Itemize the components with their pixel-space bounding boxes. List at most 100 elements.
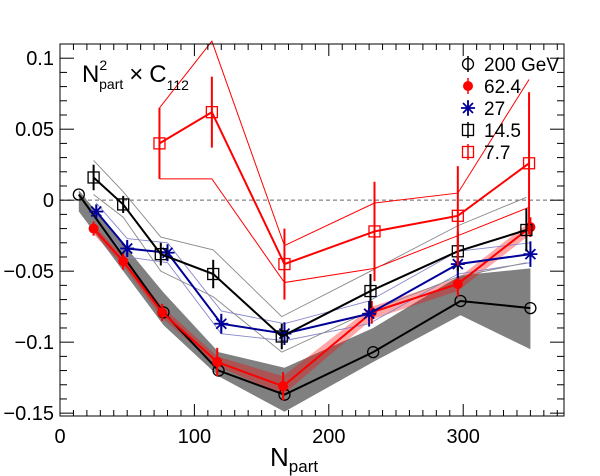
marker <box>364 284 377 298</box>
marker <box>212 357 223 368</box>
marker <box>90 205 102 218</box>
marker <box>205 106 219 119</box>
marker <box>278 257 291 271</box>
y-tick-label: −0.05 <box>3 261 54 283</box>
marker <box>524 301 537 315</box>
y-tick-label: −0.1 <box>15 332 54 354</box>
chart-label-c: C <box>149 61 166 88</box>
data-point <box>278 381 289 392</box>
marker <box>520 223 533 237</box>
legend-label: 14.5 <box>484 121 521 142</box>
y-tick-label: 0 <box>43 190 54 212</box>
data-point <box>368 225 381 238</box>
chart-label-n: N <box>82 61 99 88</box>
data-point <box>461 145 475 159</box>
marker <box>452 278 463 289</box>
marker <box>88 223 99 234</box>
x-tick-label: 200 <box>312 426 345 448</box>
data-point <box>523 247 538 262</box>
marker <box>461 123 475 137</box>
data-point <box>212 357 223 368</box>
chart-label-c-sub: 112 <box>167 77 190 93</box>
data-point <box>87 171 100 184</box>
systematic-upper-line <box>93 160 527 318</box>
data-point <box>362 306 377 321</box>
data-point <box>117 198 130 211</box>
legend-label: 62.4 <box>484 77 521 98</box>
data-point <box>520 223 533 237</box>
chart-label-times: × <box>129 61 143 88</box>
x-tick-label: 300 <box>447 426 480 448</box>
marker <box>154 247 167 261</box>
data-point <box>522 157 536 170</box>
marker <box>215 318 227 330</box>
systematic-upper-line <box>95 202 531 325</box>
data-point <box>524 301 537 315</box>
chart-label-sub: part <box>99 76 123 92</box>
data-point <box>452 278 463 289</box>
y-tick-label: 0.1 <box>26 48 54 70</box>
data-point <box>461 123 475 137</box>
marker <box>117 198 130 211</box>
marker <box>157 307 168 318</box>
axes: 0 100 200 300 0.1 0.05 0 −0.05 −0.1 −0.15 <box>3 44 564 448</box>
marker <box>278 381 289 392</box>
data-point <box>88 223 99 234</box>
data-point <box>214 316 229 331</box>
series-line <box>158 110 530 266</box>
data-point <box>72 188 85 201</box>
systematic-lower-line <box>159 178 530 284</box>
marker <box>367 345 380 359</box>
data-point <box>205 106 219 119</box>
marker <box>72 188 85 201</box>
marker <box>153 137 166 150</box>
data-point <box>451 209 464 222</box>
marker <box>368 225 381 238</box>
data-point <box>463 81 473 91</box>
marker <box>207 267 220 281</box>
marker <box>462 102 474 114</box>
legend-label: 7.7 <box>484 143 510 164</box>
series-line <box>92 226 532 388</box>
series-line <box>92 176 527 338</box>
data-series <box>72 76 538 401</box>
data-point <box>118 256 129 267</box>
chart-label: N2 part × C112 <box>82 57 189 93</box>
marker <box>524 248 537 260</box>
systematic-lower-line <box>93 194 527 353</box>
x-tick-label: 0 <box>54 426 65 448</box>
chart-label-sup: 2 <box>99 57 107 73</box>
marker <box>461 57 475 71</box>
systematic-lines <box>93 40 531 353</box>
marker <box>451 209 464 222</box>
data-point <box>154 247 167 261</box>
data-point <box>157 307 168 318</box>
x-tick-label: 100 <box>178 426 211 448</box>
y-tick-label: 0.05 <box>15 119 54 141</box>
marker <box>463 81 473 91</box>
marker <box>118 256 129 267</box>
legend-label: 27 <box>484 99 505 120</box>
data-point <box>89 204 104 219</box>
marker <box>121 242 133 255</box>
plot-frame <box>59 43 565 417</box>
marker <box>522 157 536 170</box>
data-point <box>207 267 220 281</box>
data-point <box>461 101 475 115</box>
data-point <box>367 345 380 359</box>
legend-label: 200 GeV <box>484 55 559 76</box>
marker <box>87 171 100 184</box>
marker <box>454 294 467 308</box>
data-point <box>461 57 475 71</box>
data-point <box>275 330 288 343</box>
data-point <box>454 294 467 308</box>
marker <box>275 330 288 343</box>
data-point <box>153 137 166 150</box>
systematic-band <box>93 221 531 395</box>
data-point <box>364 284 377 298</box>
x-axis-label: Npart <box>270 442 318 476</box>
data-point <box>278 257 291 271</box>
y-tick-label: −0.15 <box>3 403 54 425</box>
